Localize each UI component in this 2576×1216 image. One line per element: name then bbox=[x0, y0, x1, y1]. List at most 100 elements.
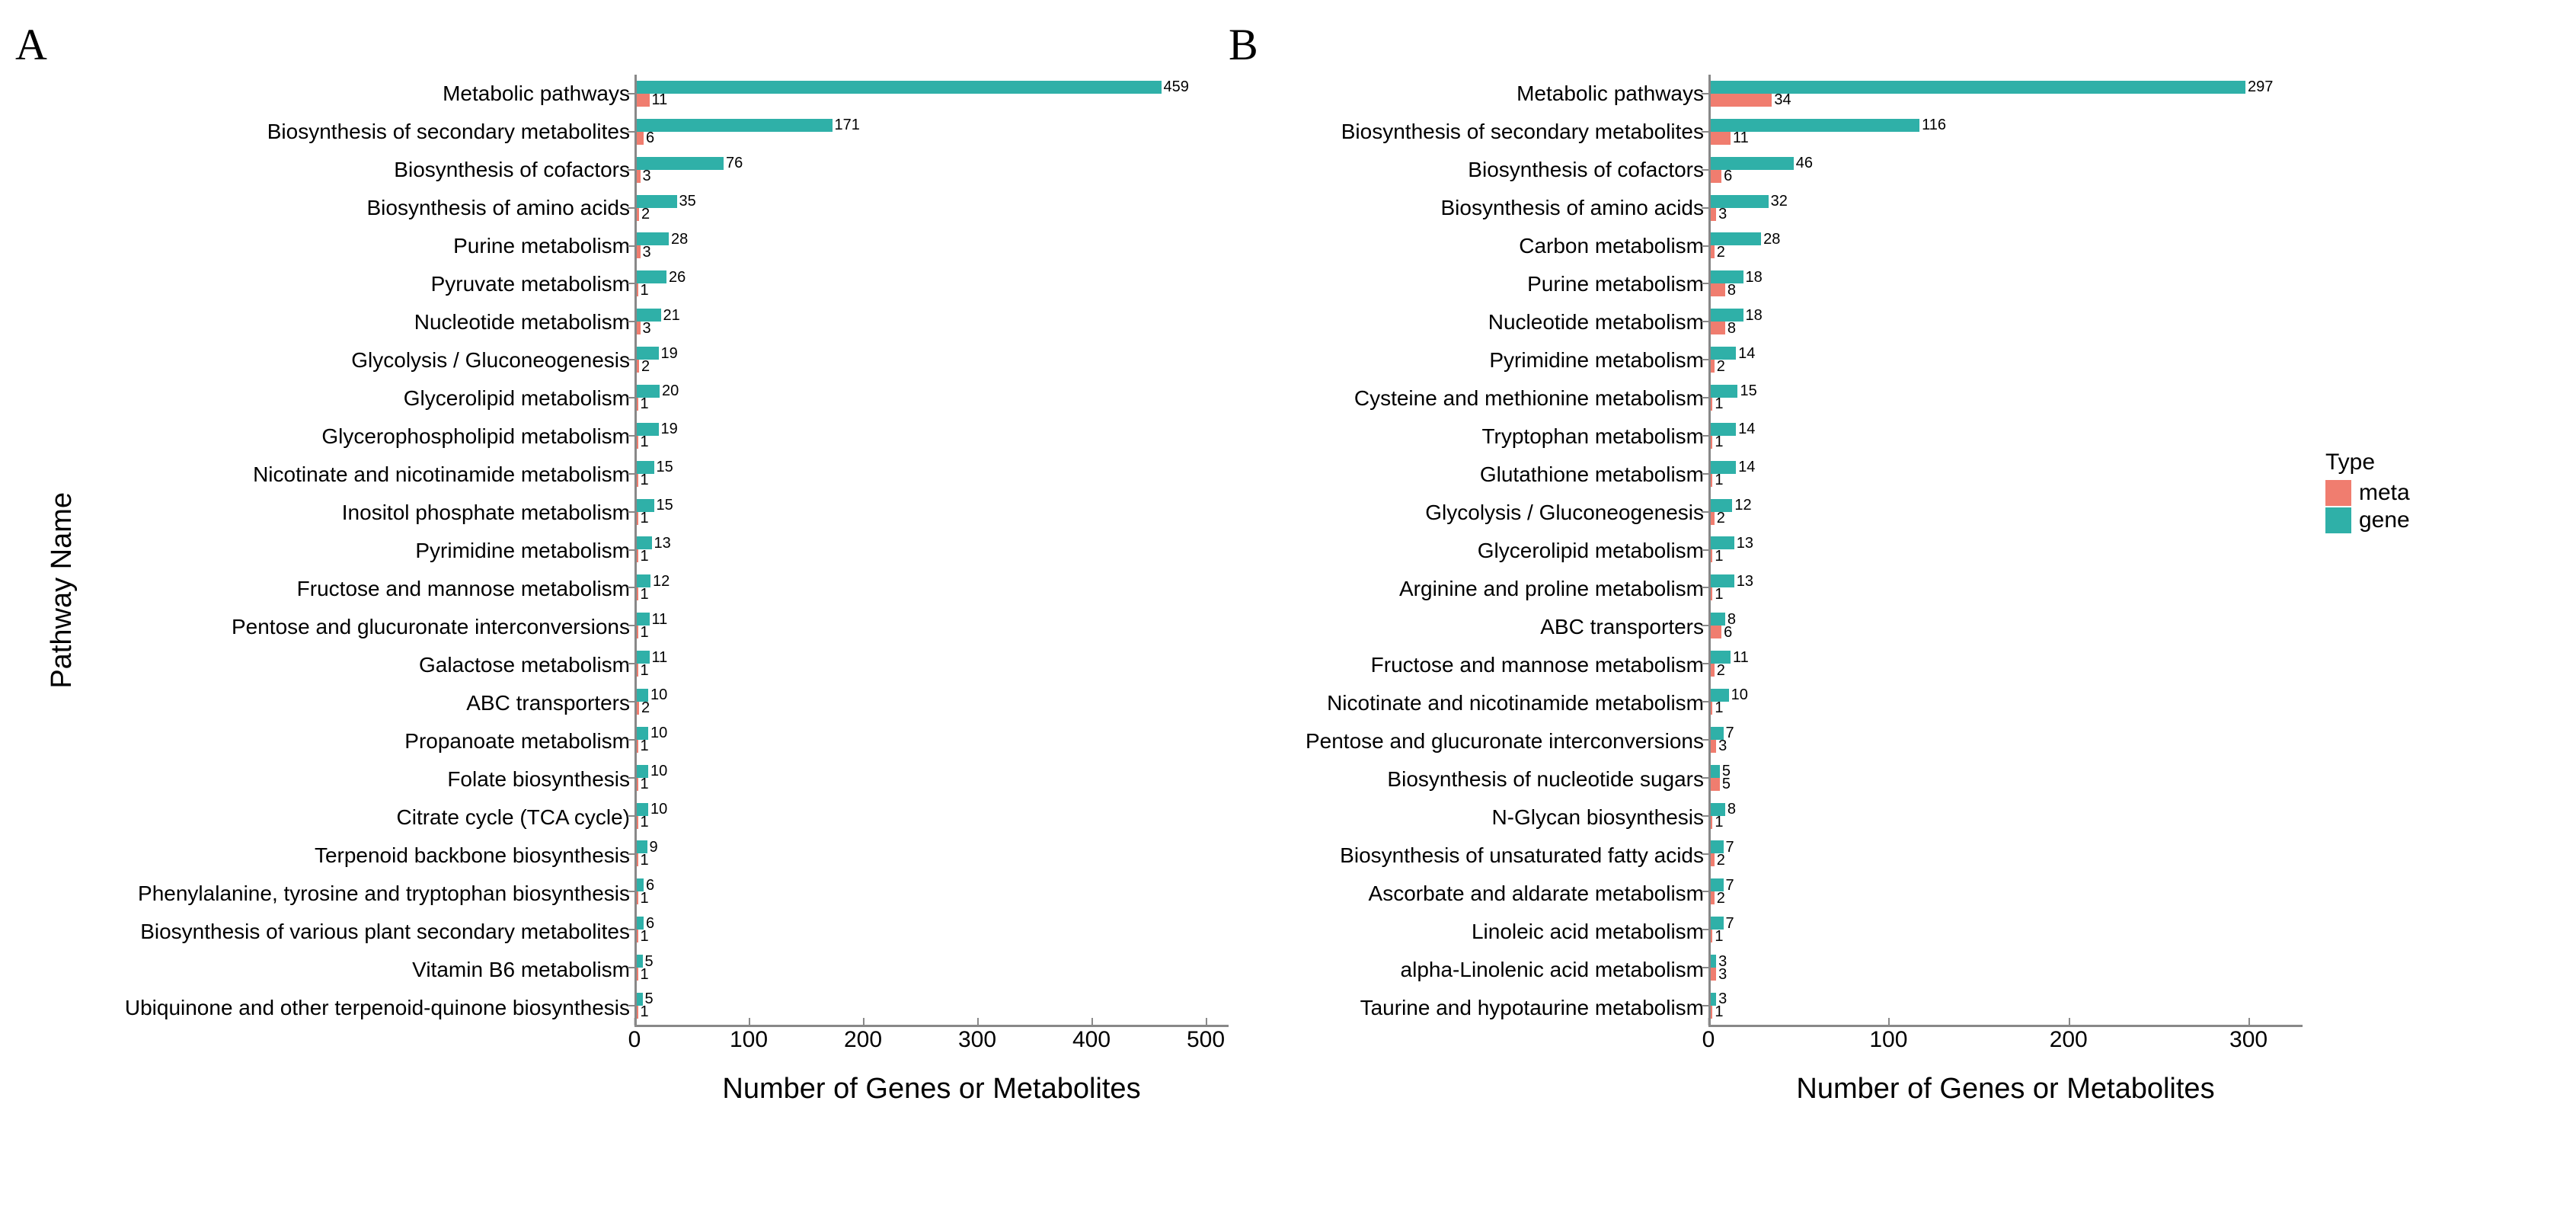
meta-bar: 3 bbox=[637, 245, 641, 258]
meta-bar: 1 bbox=[637, 436, 638, 449]
bar-group: 101 bbox=[637, 797, 1229, 835]
gene-bar: 459 bbox=[637, 81, 1162, 94]
meta-value: 1 bbox=[641, 814, 649, 830]
meta-bar: 2 bbox=[637, 208, 639, 221]
xtick: 100 bbox=[1869, 1027, 1907, 1053]
category-labels-a: Metabolic pathwaysBiosynthesis of second… bbox=[86, 75, 634, 1027]
meta-value: 1 bbox=[641, 510, 649, 526]
meta-value: 1 bbox=[641, 1004, 649, 1019]
gene-bar: 171 bbox=[637, 119, 833, 132]
gene-value: 7 bbox=[1726, 916, 1734, 931]
gene-value: 15 bbox=[657, 498, 673, 513]
meta-value: 3 bbox=[643, 321, 651, 336]
meta-value: 1 bbox=[641, 283, 649, 298]
meta-bar: 6 bbox=[1711, 626, 1721, 638]
chart-a-wrap: Pathway Name Metabolic pathwaysBiosynthe… bbox=[46, 75, 1229, 1106]
bar-group: 72 bbox=[1711, 872, 2303, 910]
gene-value: 13 bbox=[654, 536, 671, 551]
pathway-label: Purine metabolism bbox=[1259, 265, 1704, 303]
pathway-label: Vitamin B6 metabolism bbox=[86, 951, 630, 989]
pathway-label: Biosynthesis of various plant secondary … bbox=[86, 913, 630, 951]
pathway-label: Cysteine and methionine metabolism bbox=[1259, 379, 1704, 418]
gene-value: 19 bbox=[661, 346, 678, 361]
gene-value: 171 bbox=[835, 117, 860, 133]
bar-group: 101 bbox=[637, 759, 1229, 797]
meta-value: 1 bbox=[641, 663, 649, 678]
bar-group: 151 bbox=[1711, 379, 2303, 417]
pathway-label: Nicotinate and nicotinamide metabolism bbox=[86, 456, 630, 494]
bar-group: 352 bbox=[637, 189, 1229, 227]
bar-group: 72 bbox=[1711, 835, 2303, 873]
pathway-label: Carbon metabolism bbox=[1259, 227, 1704, 265]
pathway-label: Linoleic acid metabolism bbox=[1259, 913, 1704, 951]
pathway-label: Glycolysis / Gluconeogenesis bbox=[86, 341, 630, 379]
meta-value: 11 bbox=[652, 92, 668, 107]
pathway-label: Biosynthesis of amino acids bbox=[1259, 189, 1704, 227]
gene-value: 11 bbox=[1733, 650, 1749, 665]
gene-value: 19 bbox=[661, 421, 678, 437]
panel-a: A Pathway Name Metabolic pathwaysBiosynt… bbox=[46, 23, 1229, 1106]
panel-letter-b: B bbox=[1229, 23, 1258, 67]
pathway-label: Phenylalanine, tyrosine and tryptophan b… bbox=[86, 875, 630, 913]
meta-bar: 1 bbox=[637, 853, 638, 866]
pathway-label: Glycerophospholipid metabolism bbox=[86, 418, 630, 456]
meta-bar: 1 bbox=[637, 740, 638, 753]
meta-bar: 1 bbox=[1711, 436, 1712, 449]
meta-value: 3 bbox=[1718, 967, 1727, 982]
bar-group: 11 2 bbox=[1711, 645, 2303, 683]
xtick: 500 bbox=[1187, 1027, 1225, 1053]
gene-bar: 28 bbox=[637, 232, 669, 245]
gene-bar: 5 bbox=[1711, 765, 1720, 778]
bar-group: 282 bbox=[1711, 227, 2303, 265]
pathway-label: Nucleotide metabolism bbox=[1259, 303, 1704, 341]
meta-value: 11 bbox=[1733, 130, 1749, 146]
meta-value: 1 bbox=[1715, 434, 1723, 450]
meta-value: 3 bbox=[1718, 206, 1727, 222]
gene-value: 9 bbox=[650, 840, 658, 855]
xtick: 0 bbox=[1702, 1027, 1715, 1053]
meta-bar: 2 bbox=[1711, 360, 1715, 373]
gene-value: 32 bbox=[1771, 194, 1788, 209]
meta-bar: 1 bbox=[1711, 816, 1712, 829]
bar-group: 141 bbox=[1711, 455, 2303, 493]
bar-group: 10 1 bbox=[637, 721, 1229, 759]
meta-value: 8 bbox=[1727, 283, 1736, 298]
gene-value: 28 bbox=[1763, 232, 1780, 247]
pathway-label: Biosynthesis of secondary metabolites bbox=[86, 113, 630, 151]
gene-value: 14 bbox=[1738, 346, 1755, 361]
meta-bar: 1 bbox=[1711, 930, 1712, 942]
meta-bar: 1 bbox=[637, 968, 638, 981]
gene-value: 8 bbox=[1727, 802, 1736, 817]
gene-value: 10 bbox=[650, 725, 667, 741]
meta-value: 3 bbox=[1718, 738, 1727, 754]
meta-bar: 11 bbox=[1711, 132, 1731, 145]
bar-group: 14 2 bbox=[1711, 341, 2303, 379]
meta-value: 1 bbox=[641, 929, 649, 944]
pathway-label: Taurine and hypotaurine metabolism bbox=[1259, 989, 1704, 1027]
meta-value: 1 bbox=[1715, 700, 1723, 715]
pathway-label: Biosynthesis of amino acids bbox=[86, 189, 630, 227]
meta-bar: 1 bbox=[637, 283, 638, 296]
meta-bar: 1 bbox=[637, 930, 638, 942]
gene-value: 18 bbox=[1746, 270, 1763, 285]
legend-title: Type bbox=[2325, 450, 2410, 475]
bar-group: 201 bbox=[637, 379, 1229, 417]
meta-value: 2 bbox=[1717, 663, 1725, 678]
gene-value: 13 bbox=[1737, 536, 1753, 551]
figure: A Pathway Name Metabolic pathwaysBiosynt… bbox=[0, 0, 2576, 1136]
meta-value: 2 bbox=[1717, 359, 1725, 374]
bar-group: 81 bbox=[1711, 797, 2303, 835]
ylabel-a: Pathway Name bbox=[46, 492, 78, 689]
meta-bar: 1 bbox=[637, 664, 638, 677]
pathway-label: Arginine and proline metabolism bbox=[1259, 570, 1704, 608]
bar-group: 131 bbox=[1711, 531, 2303, 569]
bar-group: 122 bbox=[1711, 493, 2303, 531]
gene-value: 13 bbox=[1737, 574, 1753, 589]
meta-bar: 2 bbox=[1711, 512, 1715, 525]
chart-b-wrap: Metabolic pathwaysBiosynthesis of second… bbox=[1259, 75, 2303, 1106]
meta-value: 1 bbox=[1715, 929, 1723, 944]
xtick: 200 bbox=[844, 1027, 882, 1053]
bar-group: 31 bbox=[1711, 987, 2303, 1025]
meta-bar: 1 bbox=[637, 891, 638, 904]
meta-value: 6 bbox=[646, 130, 654, 146]
